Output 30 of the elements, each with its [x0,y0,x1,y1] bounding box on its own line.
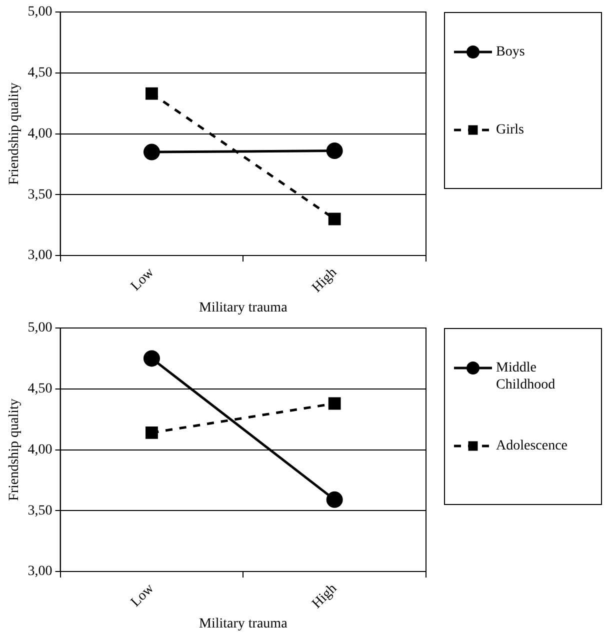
legend-label: Girls [496,122,524,138]
y-tick-label: 4,50 [28,382,52,397]
x-tick-label: High [310,265,340,296]
y-tick-label: 4,00 [28,126,52,142]
y-tick-label: 4,50 [28,66,52,81]
legend-label: Boys [496,44,525,60]
y-axis-title: Friendship quality [7,398,22,501]
y-tick-label: 3,50 [28,187,52,202]
x-axis-title: Military trauma [199,300,288,316]
y-tick-label: 5,00 [28,320,52,336]
x-tick-label: High [310,581,340,612]
y-tick-label: 3,00 [28,564,52,580]
point [146,426,158,439]
point [328,212,341,226]
legend-label: Adolescence [496,438,568,454]
point [146,87,158,100]
y-tick-label: 3,50 [28,503,52,518]
y-tick-label: 5,00 [28,4,52,20]
y-axis-title: Friendship quality [7,82,22,185]
point [326,491,343,508]
x-axis-title: Military trauma [199,616,288,632]
y-tick-label: 4,00 [28,442,52,458]
y-tick-label: 3,00 [28,248,52,264]
point [143,350,160,367]
point [328,397,341,410]
legend-label: Middle Childhood [496,360,556,393]
point [143,144,160,160]
x-tick-label: Low [128,580,158,610]
point [326,142,343,160]
x-tick-label: Low [128,264,158,294]
